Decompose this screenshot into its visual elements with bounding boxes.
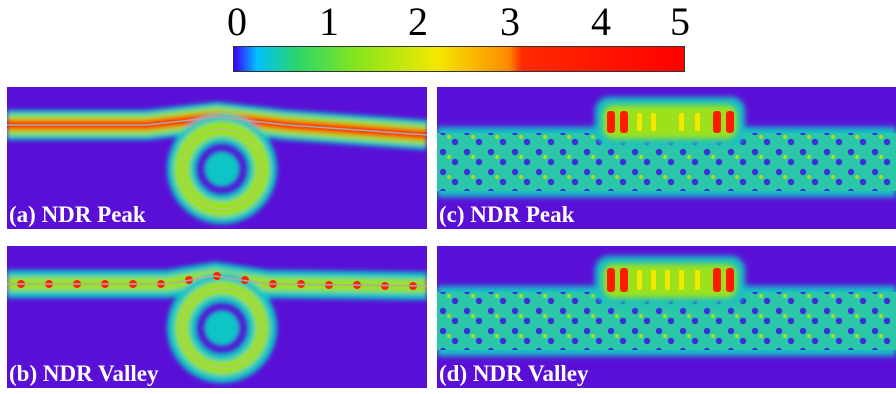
panel-b-caption: (b) NDR Valley: [9, 361, 159, 386]
panel-b-ring-resonator-valley: (b) NDR Valley: [7, 246, 427, 388]
colorbar: [233, 46, 685, 72]
ribbon-density-image: [437, 87, 896, 229]
panel-d-caption: (d) NDR Valley: [439, 361, 589, 386]
colorbar-tick-3: 3: [500, 0, 520, 44]
panel-a-ring-resonator-peak: (a) NDR Peak: [7, 87, 427, 229]
ribbon-density-image: [437, 246, 896, 388]
colorbar-tick-1: 1: [319, 0, 339, 44]
ring-density-image: [7, 246, 427, 388]
colorbar-tick-0: 0: [227, 0, 247, 44]
ring-density-image: [7, 87, 427, 229]
panel-d-ribbon-valley: (d) NDR Valley: [437, 246, 896, 388]
colorbar-tick-2: 2: [408, 0, 428, 44]
colorbar-tick-5: 5: [670, 0, 690, 44]
panel-a-caption: (a) NDR Peak: [9, 202, 146, 227]
colorbar-tick-4: 4: [591, 0, 611, 44]
panel-c-caption: (c) NDR Peak: [439, 202, 575, 227]
panel-c-ribbon-peak: (c) NDR Peak: [437, 87, 896, 229]
